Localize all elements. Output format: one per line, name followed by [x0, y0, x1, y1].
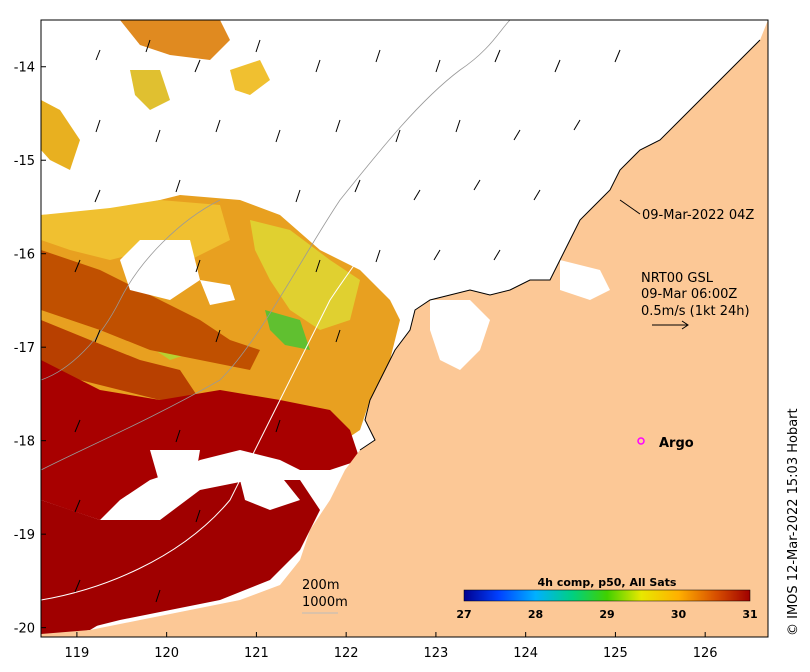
- credit-label: © IMOS 12-Mar-2022 15:03 Hobart: [786, 408, 801, 636]
- plot-frame: [40, 19, 769, 638]
- y-tick-label: -20: [14, 622, 35, 637]
- colorbar-tick-label: 29: [599, 608, 614, 621]
- current-time-label: 09-Mar 06:00Z: [641, 287, 737, 302]
- australia-land: [41, 20, 768, 637]
- scale-arrow-icon: [652, 320, 689, 330]
- x-axis: 119 120 121 122 123 124 125 126: [64, 632, 718, 661]
- y-tick-label: -17: [14, 341, 35, 356]
- argo-label: Argo: [659, 436, 694, 451]
- current-scale-label: 0.5m/s (1kt 24h): [641, 304, 750, 319]
- y-tick-label: -15: [14, 154, 35, 169]
- depth-200-label: 200m: [302, 578, 339, 593]
- colorbar-title: 4h comp, p50, All Sats: [538, 576, 677, 589]
- colorbar: 4h comp, p50, All Sats 27 28 29 30 31: [456, 576, 757, 621]
- colorbar-tick-label: 27: [456, 608, 471, 621]
- sst-layer: [41, 20, 400, 637]
- x-tick-label: 122: [334, 646, 359, 661]
- y-axis: -14 -15 -16 -17 -18 -19 -20: [14, 61, 46, 637]
- colorbar-tick-label: 31: [742, 608, 757, 621]
- argo-float-marker: [637, 437, 645, 445]
- x-tick-label: 125: [603, 646, 628, 661]
- y-tick-label: -14: [14, 61, 35, 76]
- x-tick-label: 126: [693, 646, 718, 661]
- current-vectors: [74, 39, 621, 603]
- colorbar-tick-label: 30: [671, 608, 687, 621]
- x-tick-label: 119: [64, 646, 89, 661]
- y-tick-label: -16: [14, 248, 35, 263]
- depth-1000-label: 1000m: [302, 595, 348, 610]
- x-tick-label: 120: [154, 646, 179, 661]
- current-source-label: NRT00 GSL: [641, 271, 714, 286]
- colorbar-tick-label: 28: [528, 608, 543, 621]
- y-tick-label: -18: [14, 435, 35, 450]
- x-tick-label: 123: [423, 646, 448, 661]
- x-tick-label: 121: [244, 646, 269, 661]
- colorbar-gradient: [463, 589, 751, 602]
- x-tick-label: 124: [513, 646, 538, 661]
- timestamp-label: 09-Mar-2022 04Z: [642, 208, 754, 223]
- y-tick-label: -19: [14, 528, 35, 543]
- timestamp-leader: [619, 199, 641, 215]
